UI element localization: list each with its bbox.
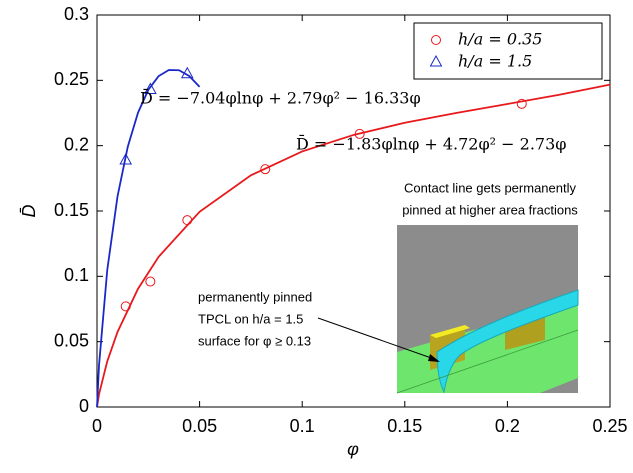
y-tick-label: 0.15 [54,200,89,220]
x-tick-label: 0.05 [182,416,217,436]
fit-curve [96,69,201,408]
marker [145,276,156,287]
inset-image [396,225,579,394]
x-tick-label: 0.25 [592,416,627,436]
arrow-head [428,354,440,362]
y-tick-label: 0.2 [64,134,89,154]
y-tick-label: 0.1 [64,265,89,285]
y-tick-label: 0.05 [54,330,89,350]
x-tick-label: 0 [92,416,102,436]
legend: h/a = 0.35 h/a = 1.5 [413,22,603,80]
y-tick-label: 0.3 [64,4,89,24]
legend-label: h/a = 1.5 [458,52,532,71]
marker [120,301,131,312]
marker [516,98,527,109]
x-axis-label: φ [347,439,359,459]
y-tick-label: 0 [79,396,89,416]
plot-area [96,66,611,408]
marker [182,215,193,226]
y-axis-label: D̄ [19,205,39,218]
marker [180,66,194,79]
x-tick-label: 0.2 [495,416,520,436]
legend-box [413,22,603,80]
fit-equation: D̄ = −7.04φlnφ + 2.79φ² − 16.33φ [140,87,421,108]
inset-caption: pinned at higher area fractions [402,202,578,217]
marker [431,35,441,45]
fit-curve [96,83,611,408]
marker [429,54,443,67]
pinned-note: TPCL on h/a = 1.5 [198,311,303,326]
pinned-note: surface for φ ≥ 0.13 [198,333,311,348]
pinned-note: permanently pinned [198,289,312,304]
marker [260,164,271,175]
x-tick-label: 0.15 [387,416,422,436]
axes: 0 0.05 0.1 0.15 0.2 0.25 0 0.05 0.1 0.15 0.2 0.25 0.… [54,4,628,436]
marker [119,153,133,165]
inset-caption: Contact line gets permanently [404,180,576,195]
fit-equation: D̄ = −1.83φlnφ + 4.72φ² − 2.73φ [296,133,567,154]
y-tick-label: 0.25 [54,69,89,89]
marker [144,82,157,94]
marker [354,128,365,139]
x-tick-label: 0.1 [290,416,315,436]
arrow [317,317,438,361]
legend-label: h/a = 0.35 [458,30,542,49]
